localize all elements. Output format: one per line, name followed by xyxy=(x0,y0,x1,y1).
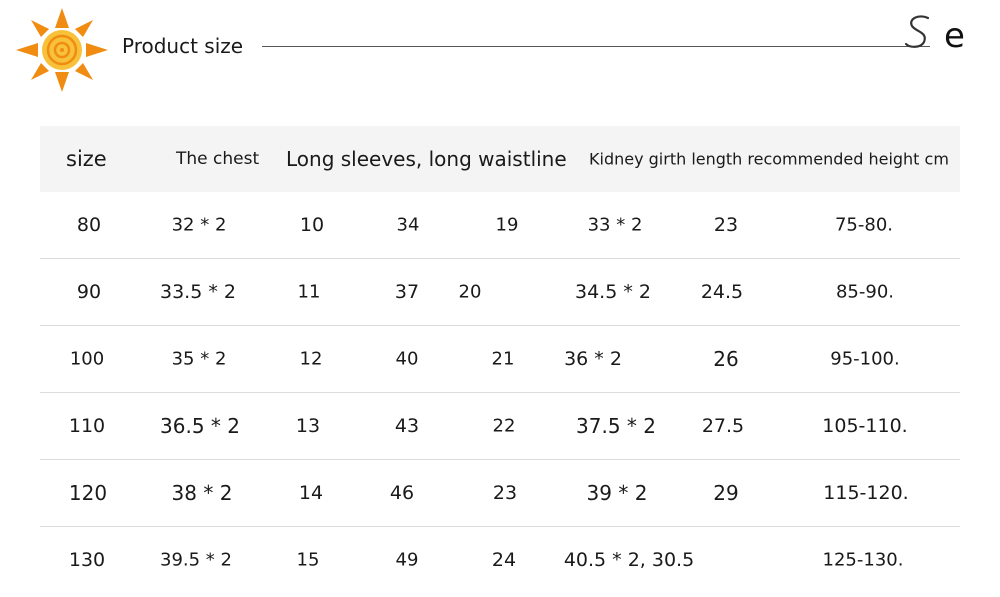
cell-height: 95-100. xyxy=(830,348,900,370)
brand-letter: e xyxy=(944,16,965,56)
cell-value: 33 * 2 xyxy=(587,214,643,236)
cell-value: 40.5 * 2, 30.5 xyxy=(563,549,695,571)
cell-value: 12 xyxy=(299,348,323,370)
cell-size: 110 xyxy=(68,415,106,437)
table-row: 90 33.5 * 2 11 37 20 34.5 * 2 24.5 85-90… xyxy=(40,259,960,326)
cell-value: 22 xyxy=(492,415,516,437)
cell-chest: 33.5 * 2 xyxy=(160,281,236,303)
cell-value: 15 xyxy=(296,549,320,571)
cell-size: 130 xyxy=(68,549,106,571)
table-row: 120 38 * 2 14 46 23 39 * 2 29 115-120. xyxy=(40,460,960,527)
cell-chest: 39.5 * 2 xyxy=(160,549,232,571)
table-header-row: size The chest Long sleeves, long waistl… xyxy=(40,126,960,192)
cell-value: 36 * 2 xyxy=(564,348,622,370)
cell-value: 21 xyxy=(491,348,515,370)
cell-height: 75-80. xyxy=(834,214,894,236)
cell-value: 23 xyxy=(713,214,739,236)
cell-value: 24 xyxy=(491,549,517,571)
cell-value: 43 xyxy=(394,415,420,437)
cell-value: 10 xyxy=(299,214,325,236)
cell-height: 115-120. xyxy=(823,482,909,504)
sun-logo-icon xyxy=(16,8,108,92)
size-table: size The chest Long sleeves, long waistl… xyxy=(40,126,960,593)
brand-s-mark-icon xyxy=(904,15,930,48)
cell-size: 100 xyxy=(69,348,105,370)
table-row: 80 32 * 2 10 34 19 33 * 2 23 75-80. xyxy=(40,192,960,259)
cell-height: 85-90. xyxy=(835,281,895,303)
cell-value: 40 xyxy=(395,348,419,370)
cell-chest: 32 * 2 xyxy=(171,214,227,236)
cell-value: 20 xyxy=(458,281,482,303)
cell-value: 13 xyxy=(295,415,321,437)
cell-value: 27.5 xyxy=(701,415,745,437)
page-title: Product size xyxy=(122,34,244,58)
cell-value: 37.5 * 2 xyxy=(576,414,656,438)
cell-value: 46 xyxy=(389,482,415,504)
table-row: 100 35 * 2 12 40 21 36 * 2 26 95-100. xyxy=(40,326,960,393)
cell-value: 11 xyxy=(297,281,321,303)
cell-value: 23 xyxy=(492,482,518,504)
header-size: size xyxy=(66,147,107,171)
cell-size: 120 xyxy=(68,481,108,505)
table-row: 110 36.5 * 2 13 43 22 37.5 * 2 27.5 105-… xyxy=(40,393,960,460)
cell-value: 24.5 xyxy=(700,281,744,303)
cell-value: 34.5 * 2 xyxy=(575,281,651,303)
cell-chest: 35 * 2 xyxy=(171,348,227,370)
cell-value: 14 xyxy=(298,482,324,504)
cell-size: 80 xyxy=(76,214,102,236)
cell-value: 37 xyxy=(394,281,420,303)
table-row: 130 39.5 * 2 15 49 24 40.5 * 2, 30.5 125… xyxy=(40,527,960,593)
page-header: Product size e xyxy=(0,0,1000,100)
cell-height: 125-130. xyxy=(822,549,904,571)
header-chest: The chest xyxy=(176,149,260,169)
header-sleeves-waistline: Long sleeves, long waistline xyxy=(286,147,567,171)
cell-chest: 38 * 2 xyxy=(171,481,233,505)
cell-height: 105-110. xyxy=(822,415,908,437)
cell-value: 19 xyxy=(495,214,519,236)
cell-chest: 36.5 * 2 xyxy=(160,414,240,438)
header-divider xyxy=(262,46,930,47)
cell-value: 39 * 2 xyxy=(586,481,648,505)
header-kidney-girth-length-height: Kidney girth length recommended height c… xyxy=(589,149,949,169)
cell-size: 90 xyxy=(76,281,102,303)
cell-value: 49 xyxy=(395,549,419,571)
cell-value: 29 xyxy=(713,481,739,505)
cell-value: 26 xyxy=(713,347,739,371)
cell-value: 34 xyxy=(396,214,420,236)
